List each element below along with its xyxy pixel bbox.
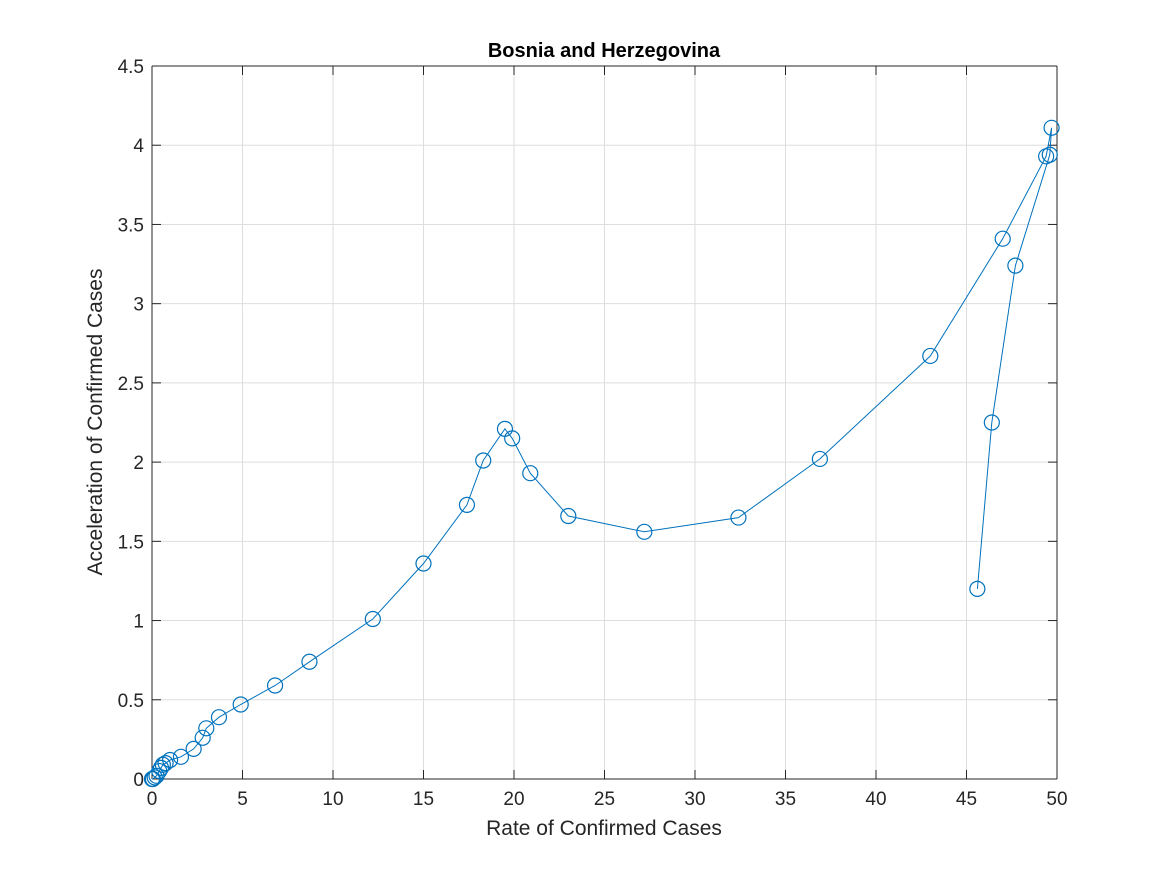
plot-series xyxy=(143,119,1060,788)
data-point xyxy=(266,677,284,694)
chart-title: Bosnia and Herzegovina xyxy=(488,40,721,62)
x-tick-label: 40 xyxy=(865,789,886,810)
y-tick-label: 4.5 xyxy=(118,57,144,78)
ticks xyxy=(151,65,1058,780)
data-point xyxy=(560,507,577,525)
x-tick-label: 45 xyxy=(956,789,977,810)
x-tick-label: 10 xyxy=(322,789,343,810)
data-point xyxy=(1041,146,1058,163)
y-tick-label: 1.5 xyxy=(118,532,144,553)
data-point xyxy=(415,555,432,572)
data-point xyxy=(969,580,986,597)
x-tick-label: 5 xyxy=(237,789,248,810)
data-point xyxy=(522,465,539,482)
data-point xyxy=(162,751,179,769)
data-point xyxy=(1007,257,1024,274)
x-tick-label: 35 xyxy=(775,789,796,810)
data-point xyxy=(458,496,476,513)
data-point xyxy=(475,452,492,469)
data-point xyxy=(301,653,318,670)
data-point xyxy=(983,414,1000,431)
x-tick-label: 25 xyxy=(594,789,615,810)
x-tick-label: 15 xyxy=(413,789,434,810)
grid xyxy=(151,65,1058,780)
data-point xyxy=(157,755,174,772)
data-point xyxy=(364,610,381,628)
y-tick-label: 0 xyxy=(133,770,144,791)
y-tick-label: 1 xyxy=(133,612,144,633)
data-point xyxy=(922,347,939,365)
x-tick-label: 50 xyxy=(1046,789,1067,810)
y-tick-label: 4 xyxy=(133,136,144,157)
data-point xyxy=(730,509,747,526)
data-point xyxy=(198,720,215,737)
data-point xyxy=(194,729,211,746)
data-point xyxy=(172,748,190,765)
x-tick-label: 30 xyxy=(684,789,705,810)
x-axis-label: Rate of Confirmed Cases xyxy=(486,817,722,840)
data-point xyxy=(232,696,249,713)
tick-labels: 0 5 10 15 20 25 30 35 40 45 50 0 0.5 1 1.5 2 2.5 3 3.5 4 4.5 xyxy=(118,57,1068,810)
x-tick-label: 20 xyxy=(503,789,524,810)
x-tick-label: 0 xyxy=(147,789,158,810)
data-point xyxy=(185,740,202,757)
data-point xyxy=(811,450,828,468)
y-tick-label: 0.5 xyxy=(118,691,144,712)
data-point xyxy=(994,230,1011,247)
data-point xyxy=(210,709,228,726)
data-point xyxy=(1043,119,1060,136)
y-axis-label: Acceleration of Confirmed Cases xyxy=(84,269,107,576)
series-line xyxy=(152,127,1053,780)
data-point xyxy=(636,523,653,540)
y-tick-label: 2 xyxy=(133,453,144,474)
y-tick-label: 3 xyxy=(133,295,144,316)
y-tick-label: 2.5 xyxy=(118,374,144,395)
data-point xyxy=(504,430,521,447)
y-tick-label: 3.5 xyxy=(118,215,144,236)
